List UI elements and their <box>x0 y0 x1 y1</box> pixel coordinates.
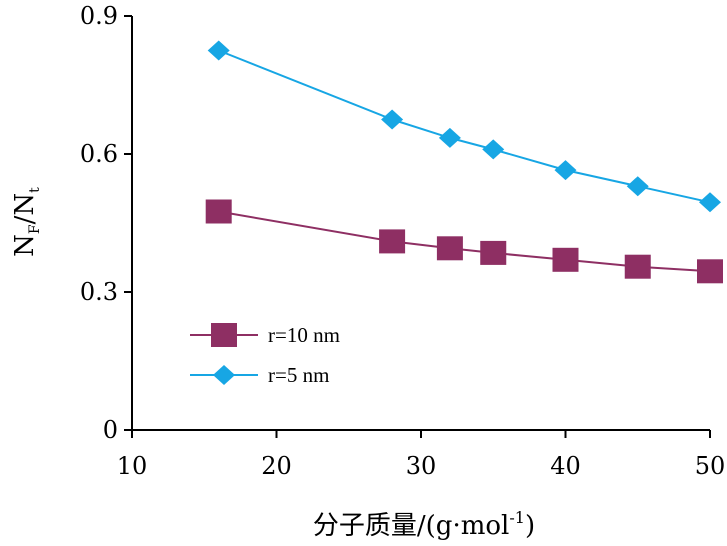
y-tick-label: 0.9 <box>80 2 118 30</box>
legend-label: r=10 nm <box>268 323 340 347</box>
y-tick-label: 0.3 <box>80 278 118 306</box>
legend: r=10 nm r=5 nm <box>190 323 340 387</box>
x-axis-title: 分子质量/(g·mol-1) <box>313 508 535 541</box>
y-axis-title: NF/Nt <box>10 187 43 257</box>
data-point-diamond <box>381 109 404 130</box>
x-tick-label: 40 <box>550 452 581 480</box>
x-tick-label: 50 <box>695 452 726 480</box>
data-point-diamond <box>699 192 721 213</box>
series <box>205 40 723 284</box>
data-point-square <box>624 254 651 279</box>
data-point-square <box>205 199 232 224</box>
x-tick-label: 20 <box>261 452 292 480</box>
data-point-square <box>480 240 507 265</box>
x-tick-label: 10 <box>117 452 148 480</box>
data-point-diamond <box>626 176 649 197</box>
data-point-square <box>379 229 406 254</box>
data-point-diamond <box>207 40 230 61</box>
series-r5nm <box>207 40 721 213</box>
data-point-diamond <box>213 365 235 385</box>
legend-label: r=5 nm <box>268 363 329 387</box>
legend-item: r=5 nm <box>190 363 329 387</box>
data-point-diamond <box>482 139 505 160</box>
ticks: 10 20 30 40 50 0 0.3 0.6 0.9 <box>80 2 725 480</box>
y-tick-label: 0 <box>103 416 118 444</box>
data-point-diamond <box>554 160 577 181</box>
y-tick-label: 0.6 <box>80 140 118 168</box>
data-point-square <box>211 323 237 347</box>
data-point-square <box>552 247 579 272</box>
data-point-square <box>436 236 463 261</box>
series-r10nm <box>205 199 723 284</box>
x-tick-label: 30 <box>406 452 437 480</box>
legend-item: r=10 nm <box>190 323 340 347</box>
data-point-diamond <box>438 127 461 148</box>
data-point-square <box>697 259 723 284</box>
